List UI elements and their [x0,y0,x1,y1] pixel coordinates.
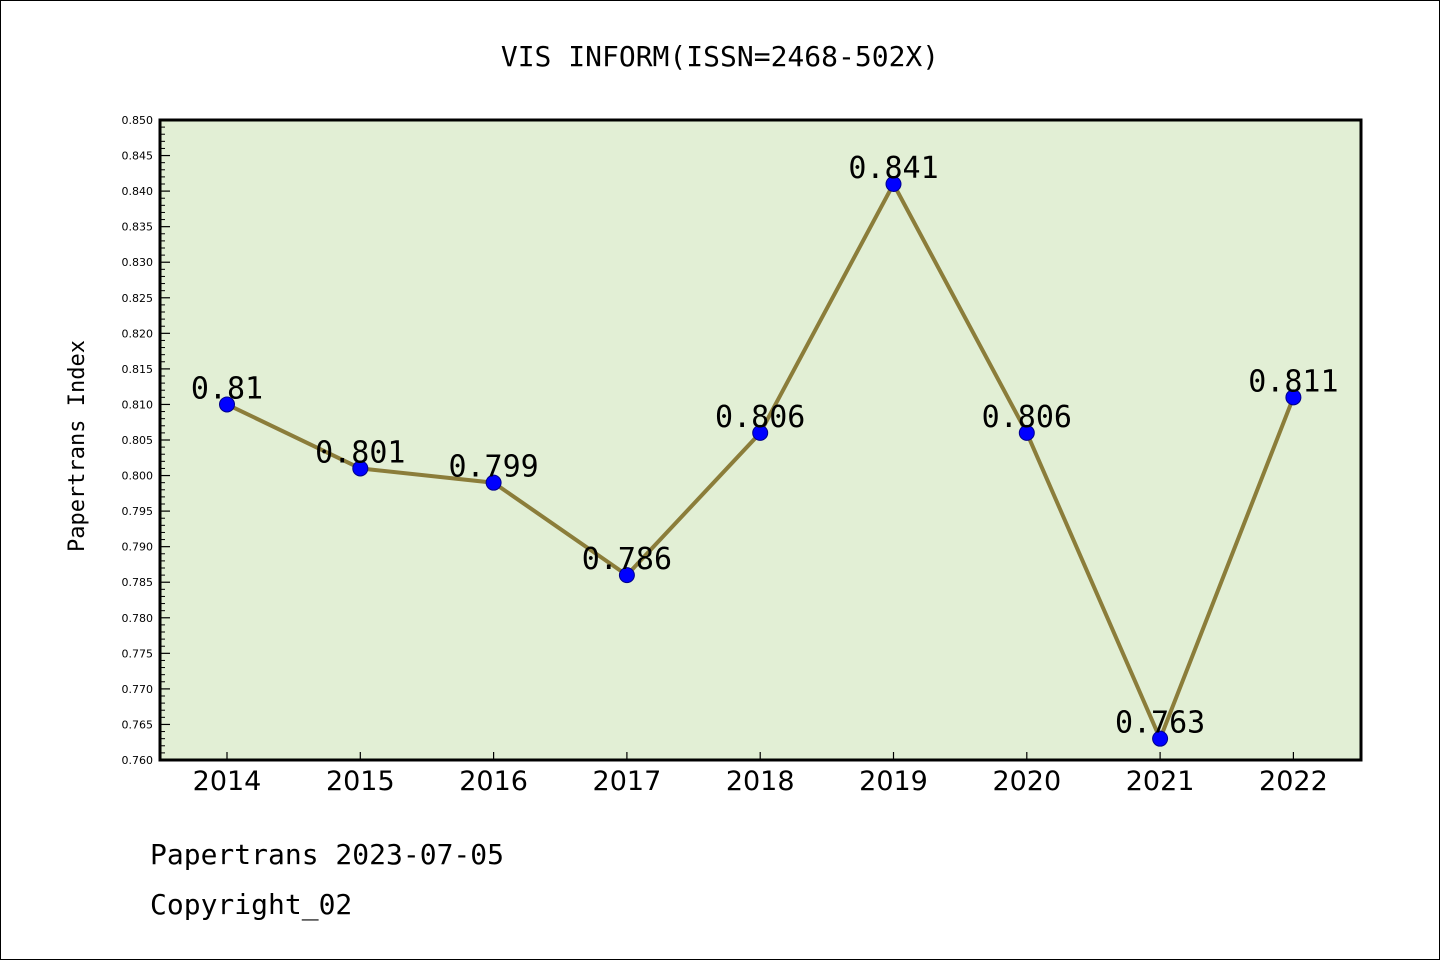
y-tick-label: 0.770 [122,683,154,696]
y-tick-label: 0.775 [122,647,154,660]
data-point [752,424,769,441]
data-point [1018,424,1035,441]
data-point [485,474,502,491]
y-tick-label: 0.850 [122,114,154,127]
data-label: 0.806 [715,400,805,435]
y-tick-label: 0.820 [122,327,154,340]
y-tick-label: 0.800 [122,470,154,483]
data-point [352,460,369,477]
y-tick-label: 0.780 [122,612,154,625]
x-tick-label: 2019 [859,766,928,797]
data-point [219,396,235,413]
data-label: 0.801 [315,435,405,470]
y-tick-label: 0.760 [122,754,154,767]
y-tick-label: 0.795 [122,505,154,518]
data-labels: 0.81 0.801 0.799 0.786 0.806 0.841 0.806 0.763 0… [191,151,1339,741]
y-tick-label: 0.810 [122,398,154,411]
y-tick-label: 0.845 [122,150,154,163]
y-tick-label: 0.830 [122,256,154,269]
footer-date: Papertrans 2023-07-05 [150,838,504,871]
data-label: 0.799 [448,450,538,485]
y-tick-label: 0.790 [122,541,154,554]
x-tick-label: 2015 [326,766,395,797]
data-label: 0.806 [982,400,1072,435]
data-label: 0.841 [848,151,938,186]
data-label: 0.763 [1115,706,1205,741]
x-tick-label: 2018 [726,766,795,797]
data-point [1285,389,1302,406]
x-tick-label: 2016 [459,766,528,797]
y-axis-label: Papertrans Index [65,340,90,552]
x-tick-label: 2014 [193,766,262,797]
data-label: 0.811 [1248,364,1338,399]
x-tick-label: 2020 [992,766,1061,797]
y-tick-label: 0.825 [122,292,154,305]
data-points [219,176,1302,747]
x-axis: 2014 2015 2016 2017 2018 2019 2020 2021 2022 [193,752,1328,797]
y-axis: 0.760 0.765 0.770 0.775 0.780 0.785 0.790 0.795… [122,114,170,767]
data-point [885,176,902,192]
y-tick-label: 0.805 [122,434,154,447]
x-tick-label: 2021 [1126,766,1195,797]
y-tick-label: 0.765 [122,718,154,731]
y-tick-label: 0.815 [122,363,154,376]
y-tick-label: 0.785 [122,576,154,589]
data-label: 0.786 [582,542,672,577]
data-point [618,567,635,584]
data-label: 0.81 [191,371,263,406]
data-point [1152,730,1169,747]
footer-copyright: Copyright_02 [150,888,352,922]
y-tick-label: 0.835 [122,221,154,234]
chart-title: VIS INFORM(ISSN=2468-502X) [501,40,939,73]
y-tick-label: 0.840 [122,185,154,198]
x-tick-label: 2017 [593,766,662,797]
x-tick-label: 2022 [1259,766,1328,797]
